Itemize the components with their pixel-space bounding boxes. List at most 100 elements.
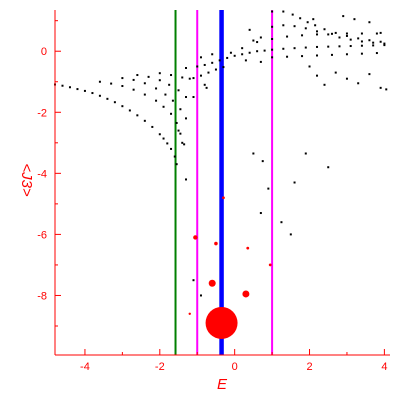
scatter-point (158, 72, 161, 75)
scatter-point (256, 41, 259, 44)
scatter-point (121, 77, 124, 80)
scatter-point (205, 86, 208, 89)
scatter-point (61, 84, 64, 87)
scatter-point (68, 86, 71, 89)
scatter-point (170, 112, 173, 115)
y-tick-label: 0 (41, 46, 47, 58)
scatter-point (170, 147, 173, 150)
scatter-point (132, 78, 135, 81)
axes-layer (54, 10, 390, 356)
scatter-point (282, 47, 285, 50)
scatter-point (308, 65, 311, 68)
scatter-point (286, 35, 289, 38)
scatter-point (327, 33, 330, 36)
red-circle (246, 246, 250, 250)
x-tick-label: 0 (232, 361, 238, 373)
scatter-point (177, 89, 180, 92)
scatter-point (91, 92, 94, 95)
scatter-point (345, 34, 348, 37)
red-circle (208, 279, 216, 287)
scatter-point (271, 10, 274, 13)
scatter-point (372, 41, 375, 44)
scatter-point (293, 181, 296, 184)
scatter-point (293, 47, 296, 50)
scatter-point (316, 54, 319, 57)
scatter-point (360, 40, 363, 43)
scatter-point (360, 32, 363, 35)
scatter-point (271, 48, 274, 51)
scatter-point (128, 109, 131, 112)
y-tick-label: -4 (37, 168, 47, 180)
scatter-point (289, 233, 292, 236)
scatter-point (338, 36, 341, 39)
scatter-point (282, 24, 285, 27)
red-circles-layer (188, 196, 272, 339)
scatter-point (334, 71, 337, 74)
scatter-point (316, 30, 319, 33)
scatter-point (185, 96, 188, 99)
scatter-point (301, 34, 304, 37)
scatter-point (155, 87, 158, 90)
scatter-point (222, 66, 225, 69)
scatter-point (179, 108, 182, 111)
scatter-point (151, 125, 154, 128)
scatter-point (293, 25, 296, 28)
scatter-point (248, 28, 251, 31)
tick-labels-layer: -4 -2 0 2 4 -8 -6 -4 -2 0 (37, 46, 387, 373)
scatter-point (179, 132, 182, 135)
scatter-point (98, 80, 101, 83)
scatter-point (306, 21, 309, 24)
scatter-point (143, 119, 146, 122)
scatter-point (173, 155, 176, 158)
scatter-point (166, 142, 169, 145)
scatter-point (360, 44, 363, 47)
x-tick-label: -4 (80, 361, 90, 373)
scatter-point (379, 40, 382, 43)
scatter-point (301, 55, 304, 58)
scatter-point (261, 160, 264, 163)
scatter-point (203, 63, 206, 66)
scatter-point (349, 38, 352, 41)
scatter-point (98, 94, 101, 97)
scatter-point (199, 74, 202, 77)
scatter-point (147, 75, 150, 78)
scatter-point (121, 85, 124, 88)
scatter-point (181, 141, 184, 144)
scatter-point (323, 28, 326, 31)
scatter-point (252, 152, 255, 155)
scatter-point (342, 15, 345, 18)
scatter-point (357, 82, 360, 85)
scatter-points-layer (54, 10, 388, 297)
scatter-point (203, 83, 206, 86)
scatter-point (323, 83, 326, 86)
scatter-point (143, 82, 146, 85)
scatter-point (192, 96, 195, 99)
scatter-point (304, 27, 307, 30)
scatter-point (121, 105, 124, 108)
scatter-point (162, 137, 165, 140)
scatter-point (218, 59, 221, 62)
scatter-point (170, 74, 173, 77)
scatter-point (168, 83, 171, 86)
scatter-point (113, 101, 116, 104)
scatter-point (353, 18, 356, 21)
scatter-point (383, 44, 386, 47)
scatter-point (259, 60, 262, 63)
scatter-point (345, 77, 348, 80)
red-circle (242, 290, 250, 298)
scatter-point (188, 77, 191, 80)
scatter-point (192, 279, 195, 282)
scatter-point (259, 36, 262, 39)
scatter-point (379, 86, 382, 89)
scatter-point (375, 32, 378, 35)
scatter-point (244, 59, 247, 62)
scatter-point (256, 50, 259, 53)
scatter-point (286, 55, 289, 58)
scatter-point (345, 53, 348, 56)
scatter-point (304, 46, 307, 49)
scatter-point (199, 294, 202, 297)
x-tick-label: -2 (155, 361, 165, 373)
scatter-point (136, 74, 139, 77)
scatter-point (211, 53, 214, 56)
scatter-point (368, 73, 371, 76)
